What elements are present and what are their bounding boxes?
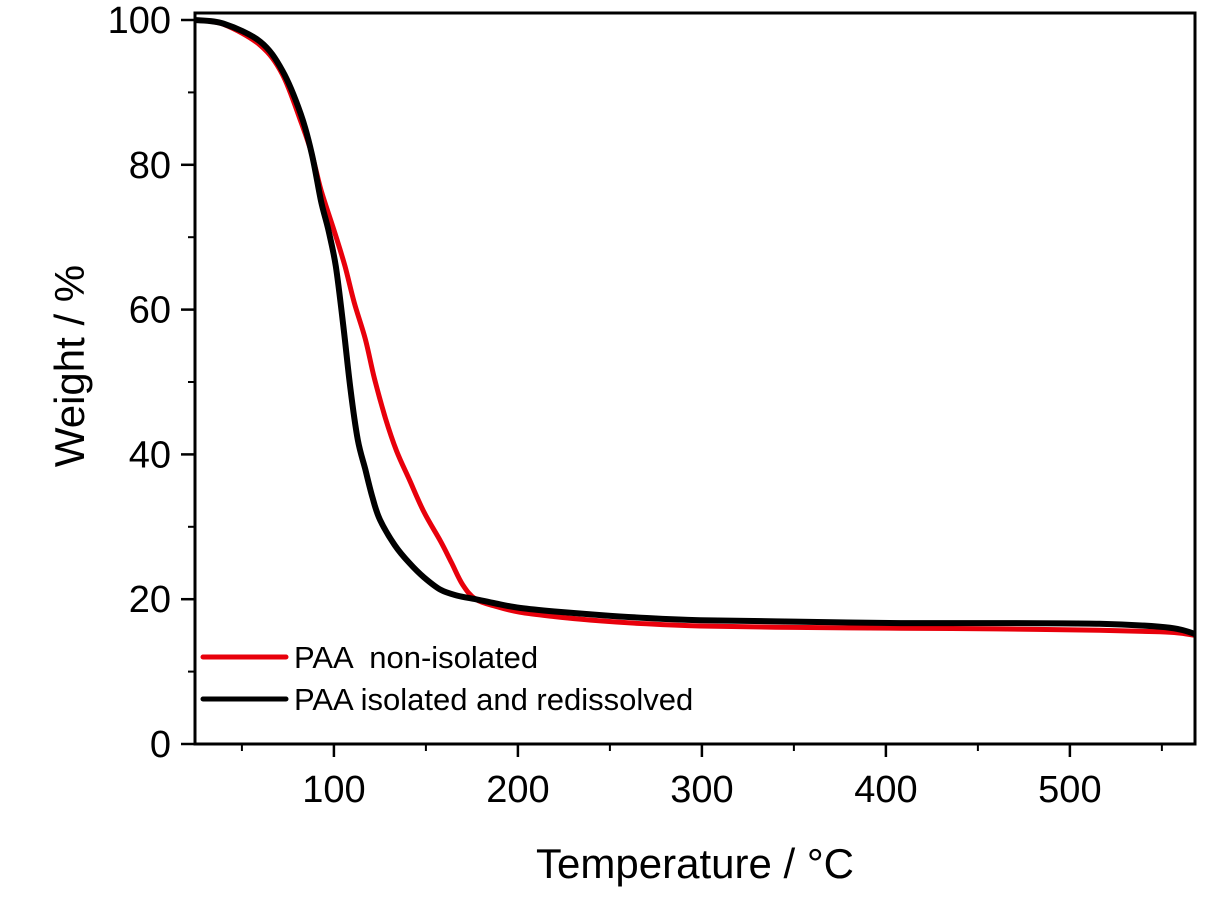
y-tick-label: 0	[150, 724, 171, 766]
y-axis-title: Weight / %	[46, 265, 93, 467]
y-tick-label: 20	[129, 579, 171, 621]
x-axis: 100 200 300 400 500	[240, 744, 1163, 811]
legend: PAA non-isolated PAA isolated and rediss…	[200, 640, 693, 717]
series-line-isolated-redissolved	[195, 17, 1195, 637]
y-tick-label: 100	[108, 0, 171, 42]
x-tick-label: 100	[302, 769, 365, 811]
y-tick-label: 60	[129, 290, 171, 332]
x-tick-label: 300	[670, 769, 733, 811]
plot-frame	[193, 11, 1197, 746]
x-tick-label: 200	[486, 769, 549, 811]
x-tick-label: 400	[854, 769, 917, 811]
y-tick-label: 40	[129, 434, 171, 476]
x-tick-label: 500	[1038, 769, 1101, 811]
y-tick-label: 80	[129, 145, 171, 187]
x-axis-title: Temperature / °C	[536, 840, 854, 887]
y-axis: 0 20 40 60 80 100	[108, 0, 195, 766]
legend-label-isolated-redissolved: PAA isolated and redissolved	[294, 682, 693, 717]
series-layer	[195, 17, 1195, 638]
legend-label-non-isolated: PAA non-isolated	[294, 640, 538, 675]
